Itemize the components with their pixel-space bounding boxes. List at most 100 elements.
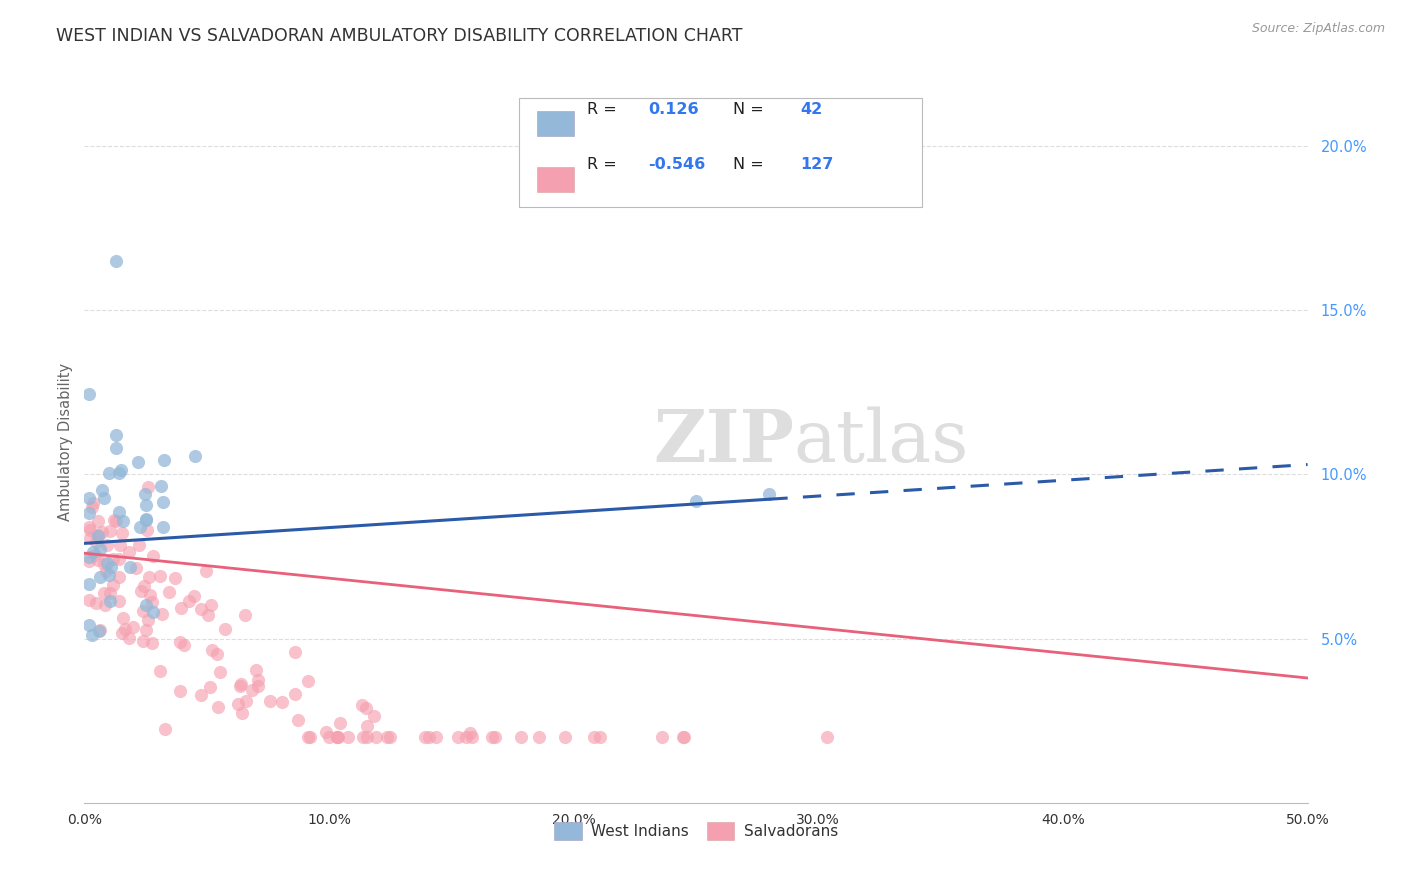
Text: -0.546: -0.546 — [648, 157, 704, 172]
FancyBboxPatch shape — [519, 98, 922, 207]
Point — [270, 695, 292, 709]
Point — [108, 551, 131, 566]
Point — [114, 622, 136, 636]
Point — [184, 449, 207, 463]
Point — [135, 512, 157, 526]
Point — [111, 611, 134, 625]
Point — [105, 514, 128, 528]
Text: 0.126: 0.126 — [648, 102, 699, 117]
Point — [142, 605, 165, 619]
Text: N =: N = — [734, 102, 763, 117]
Point — [315, 725, 337, 739]
Point — [183, 589, 205, 603]
Point — [87, 528, 110, 542]
Point — [283, 686, 305, 700]
Point — [94, 598, 117, 612]
Point — [190, 688, 212, 702]
Point — [98, 466, 121, 480]
Point — [108, 593, 131, 607]
Point — [111, 526, 134, 541]
Point — [77, 577, 100, 591]
Point — [366, 730, 388, 744]
Point — [318, 730, 340, 744]
FancyBboxPatch shape — [537, 112, 575, 136]
Point — [425, 730, 447, 744]
Point — [297, 730, 319, 744]
Point — [132, 633, 155, 648]
Point — [356, 701, 378, 715]
Point — [100, 559, 122, 574]
Point — [77, 491, 100, 505]
Point — [413, 730, 436, 744]
Point — [135, 498, 157, 512]
Point — [461, 730, 484, 744]
Point — [163, 571, 186, 585]
Point — [326, 730, 349, 744]
Point — [149, 479, 172, 493]
Point — [142, 549, 165, 563]
Point — [298, 730, 321, 744]
Point — [231, 706, 253, 720]
Point — [170, 600, 193, 615]
Point — [98, 586, 121, 600]
Point — [380, 730, 402, 744]
Point — [201, 643, 224, 657]
Point — [177, 593, 200, 607]
Point — [456, 730, 478, 744]
Point — [157, 585, 180, 599]
Point — [129, 583, 152, 598]
Point — [139, 588, 162, 602]
Point — [89, 623, 111, 637]
Point — [132, 579, 155, 593]
Point — [77, 554, 100, 568]
Point — [118, 545, 141, 559]
Point — [527, 730, 550, 744]
Point — [152, 495, 174, 509]
Point — [173, 639, 195, 653]
Point — [326, 730, 349, 744]
Point — [84, 596, 107, 610]
FancyBboxPatch shape — [537, 167, 575, 192]
Point — [93, 491, 115, 505]
Point — [124, 561, 146, 575]
Point — [136, 613, 159, 627]
Point — [108, 466, 131, 480]
Point — [79, 531, 101, 545]
Text: Source: ZipAtlas.com: Source: ZipAtlas.com — [1251, 22, 1385, 36]
Point — [86, 553, 108, 567]
Point — [96, 564, 118, 578]
Y-axis label: Ambulatory Disability: Ambulatory Disability — [58, 362, 73, 521]
Point — [352, 730, 374, 744]
Point — [226, 697, 249, 711]
Point — [149, 569, 172, 583]
Point — [484, 730, 506, 744]
Point — [135, 513, 157, 527]
Point — [135, 598, 157, 612]
Text: R =: R = — [586, 102, 616, 117]
Point — [246, 673, 269, 688]
Point — [136, 480, 159, 494]
Point — [554, 730, 576, 744]
Point — [112, 514, 135, 528]
Point — [582, 730, 605, 744]
Point — [87, 624, 110, 638]
Point — [447, 730, 470, 744]
Text: atlas: atlas — [794, 406, 969, 477]
Text: 127: 127 — [800, 157, 834, 172]
Point — [80, 628, 103, 642]
Point — [153, 453, 176, 467]
Point — [259, 694, 281, 708]
Point — [77, 386, 100, 401]
Point — [127, 455, 149, 469]
Point — [589, 730, 612, 744]
Point — [418, 730, 440, 744]
Point — [197, 607, 219, 622]
Point — [103, 578, 125, 592]
Point — [815, 730, 838, 744]
Text: 42: 42 — [800, 102, 823, 117]
Point — [141, 595, 163, 609]
Point — [90, 483, 112, 498]
Point — [297, 674, 319, 689]
Point — [96, 538, 118, 552]
Point — [77, 592, 100, 607]
